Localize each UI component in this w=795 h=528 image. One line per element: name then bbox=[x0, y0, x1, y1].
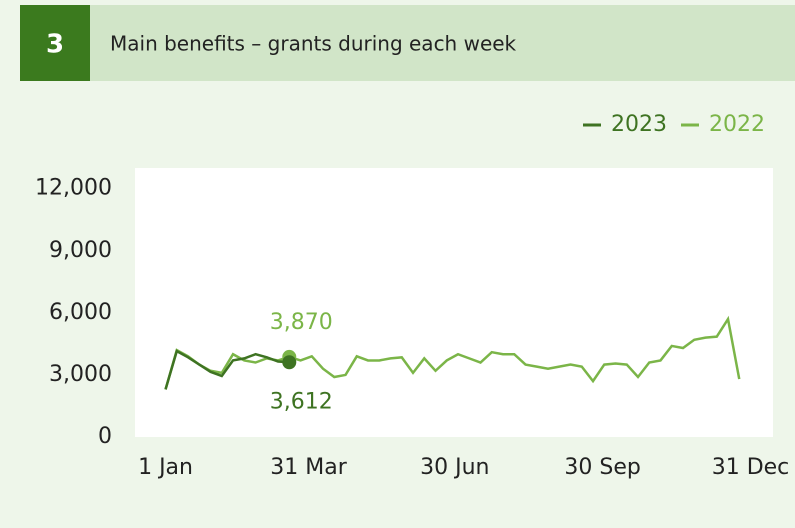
x-tick-label: 30 Jun bbox=[420, 455, 489, 480]
legend-label: 2022 bbox=[709, 112, 765, 137]
series-line bbox=[164, 315, 741, 390]
value-label: 3,870 bbox=[270, 310, 333, 335]
legend-label: 2023 bbox=[611, 112, 667, 137]
y-tick-label: 12,000 bbox=[35, 176, 112, 201]
chart-title: Main benefits – grants during each week bbox=[110, 32, 517, 56]
y-tick-label: 6,000 bbox=[49, 300, 112, 325]
header-band bbox=[20, 5, 795, 81]
y-tick-label: 3,000 bbox=[49, 362, 112, 387]
y-tick-label: 0 bbox=[98, 424, 112, 449]
y-tick-label: 9,000 bbox=[49, 238, 112, 263]
highlight-dot bbox=[282, 355, 297, 370]
x-tick-label: 30 Sep bbox=[564, 455, 640, 480]
plot-area bbox=[135, 168, 773, 437]
value-label: 3,612 bbox=[270, 389, 333, 414]
card-number: 3 bbox=[46, 30, 64, 60]
x-tick-label: 31 Mar bbox=[270, 455, 347, 480]
x-tick-label: 31 Dec bbox=[712, 455, 790, 480]
x-tick-label: 1 Jan bbox=[138, 455, 193, 480]
number-box bbox=[20, 5, 90, 81]
series-line bbox=[164, 349, 290, 390]
